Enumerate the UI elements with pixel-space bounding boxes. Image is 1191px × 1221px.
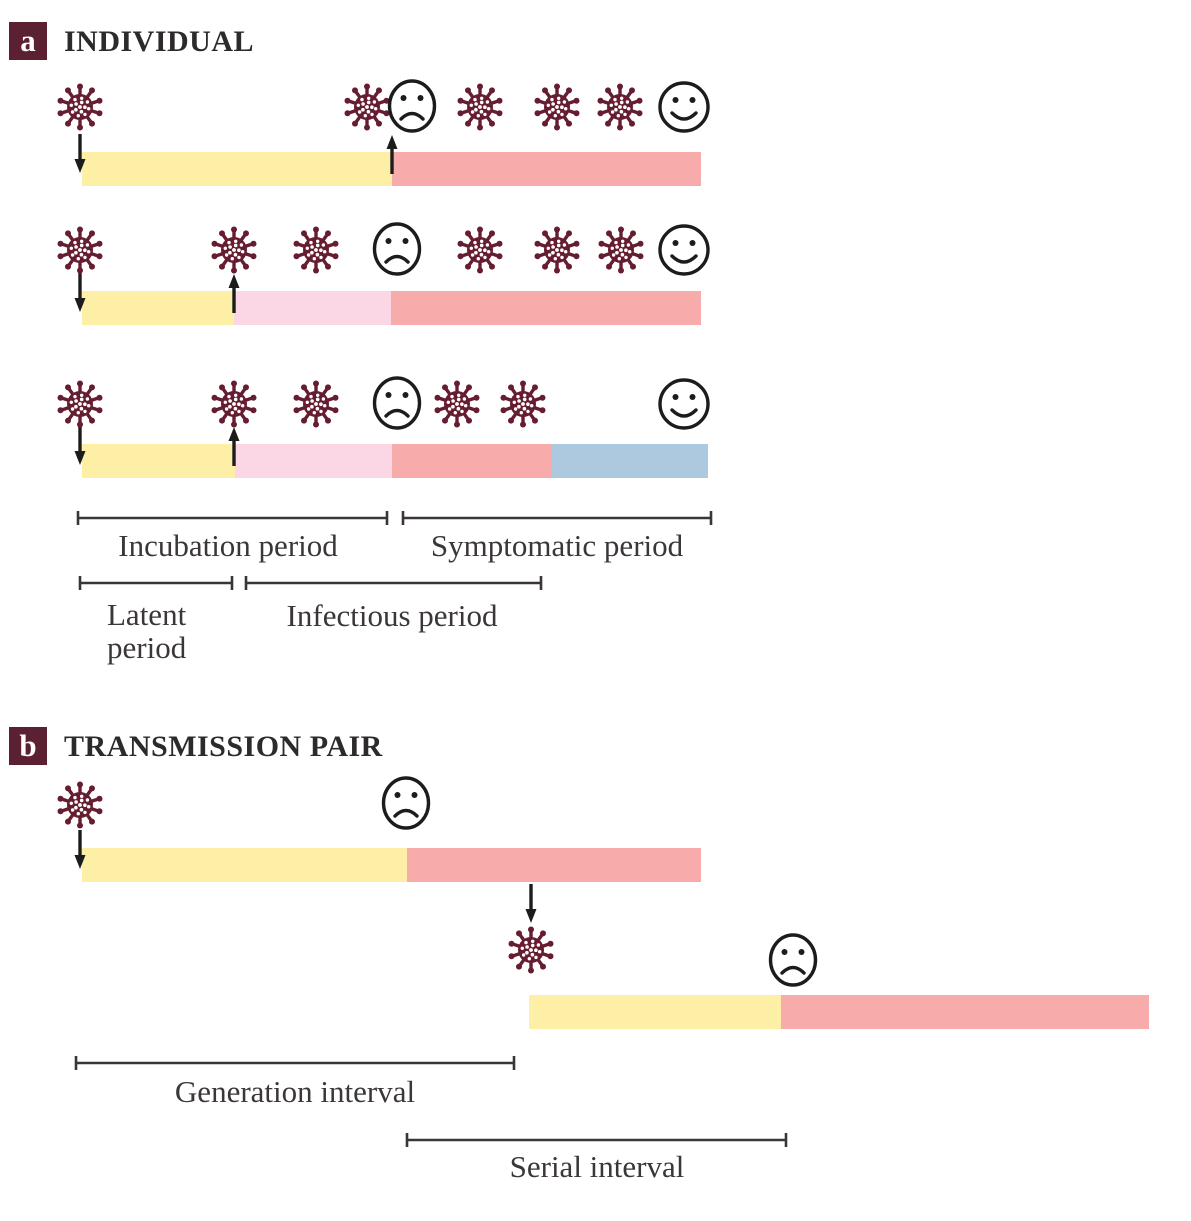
panel-b-title: TRANSMISSION PAIR — [64, 730, 383, 763]
bar-segment-yellow-individual-3 — [82, 444, 235, 478]
panel-a-title: INDIVIDUAL — [64, 25, 255, 58]
bracket-latent-period — [77, 573, 235, 593]
arrow-down-icon — [71, 830, 89, 870]
panel-a-badge: a — [9, 22, 47, 60]
virus-icon — [341, 81, 393, 133]
sad-face-icon — [765, 931, 821, 989]
label-latent-period: Latent period — [107, 598, 186, 664]
virus-icon — [454, 224, 506, 276]
bar-segment-pink-individual-3 — [235, 444, 392, 478]
bar-segment-yellow-individual-2 — [82, 291, 234, 325]
label-infectious-period: Infectious period — [286, 598, 498, 633]
arrow-down-icon — [71, 134, 89, 174]
sad-face-icon — [369, 374, 425, 432]
bar-segment-red-individual-3 — [392, 444, 552, 478]
virus-icon — [531, 81, 583, 133]
arrow-up-icon — [225, 273, 243, 313]
bracket-serial-interval — [404, 1130, 789, 1150]
bar-segment-red-infectee — [781, 995, 1149, 1029]
bar-segment-red-individual-2 — [391, 291, 701, 325]
virus-icon — [454, 81, 506, 133]
label-serial-interval: Serial interval — [509, 1149, 685, 1184]
virus-icon — [54, 224, 106, 276]
bar-segment-blue-individual-3 — [552, 444, 708, 478]
label-line: Latent — [107, 597, 187, 632]
bracket-infectious-period — [243, 573, 544, 593]
arrow-down-icon — [522, 884, 540, 924]
label-line: period — [107, 630, 187, 665]
arrow-down-icon — [71, 273, 89, 313]
label-generation-interval: Generation interval — [174, 1074, 416, 1109]
bracket-incubation-period — [75, 508, 390, 528]
virus-icon — [208, 378, 260, 430]
virus-icon — [54, 81, 106, 133]
virus-icon — [54, 378, 106, 430]
arrow-up-icon — [225, 426, 243, 466]
sad-face-icon — [384, 77, 440, 135]
virus-icon — [208, 224, 260, 276]
virus-icon — [290, 378, 342, 430]
happy-face-icon — [656, 79, 712, 135]
arrow-up-icon — [383, 134, 401, 174]
bar-segment-yellow-infector — [82, 848, 407, 882]
virus-icon — [431, 378, 483, 430]
virus-icon — [594, 81, 646, 133]
virus-icon — [290, 224, 342, 276]
sad-face-icon — [378, 774, 434, 832]
panel-b-badge-letter: b — [19, 728, 37, 763]
virus-icon — [595, 224, 647, 276]
virus-icon — [497, 378, 549, 430]
panel-a-badge-letter: a — [20, 23, 36, 58]
bar-segment-pink-individual-2 — [234, 291, 391, 325]
happy-face-icon — [656, 376, 712, 432]
bracket-generation-interval — [73, 1053, 517, 1073]
label-symptomatic-period: Symptomatic period — [430, 528, 684, 563]
virus-icon — [505, 924, 557, 976]
virus-icon — [54, 779, 106, 831]
label-incubation-period: Incubation period — [118, 528, 338, 563]
virus-icon — [531, 224, 583, 276]
bracket-symptomatic-period — [400, 508, 714, 528]
bar-segment-yellow-individual-1 — [82, 152, 392, 186]
bar-segment-red-individual-1 — [392, 152, 701, 186]
bar-segment-yellow-infectee — [529, 995, 781, 1029]
happy-face-icon — [656, 222, 712, 278]
bar-segment-red-infector — [407, 848, 701, 882]
panel-b-badge: b — [9, 727, 47, 765]
sad-face-icon — [369, 220, 425, 278]
arrow-down-icon — [71, 426, 89, 466]
